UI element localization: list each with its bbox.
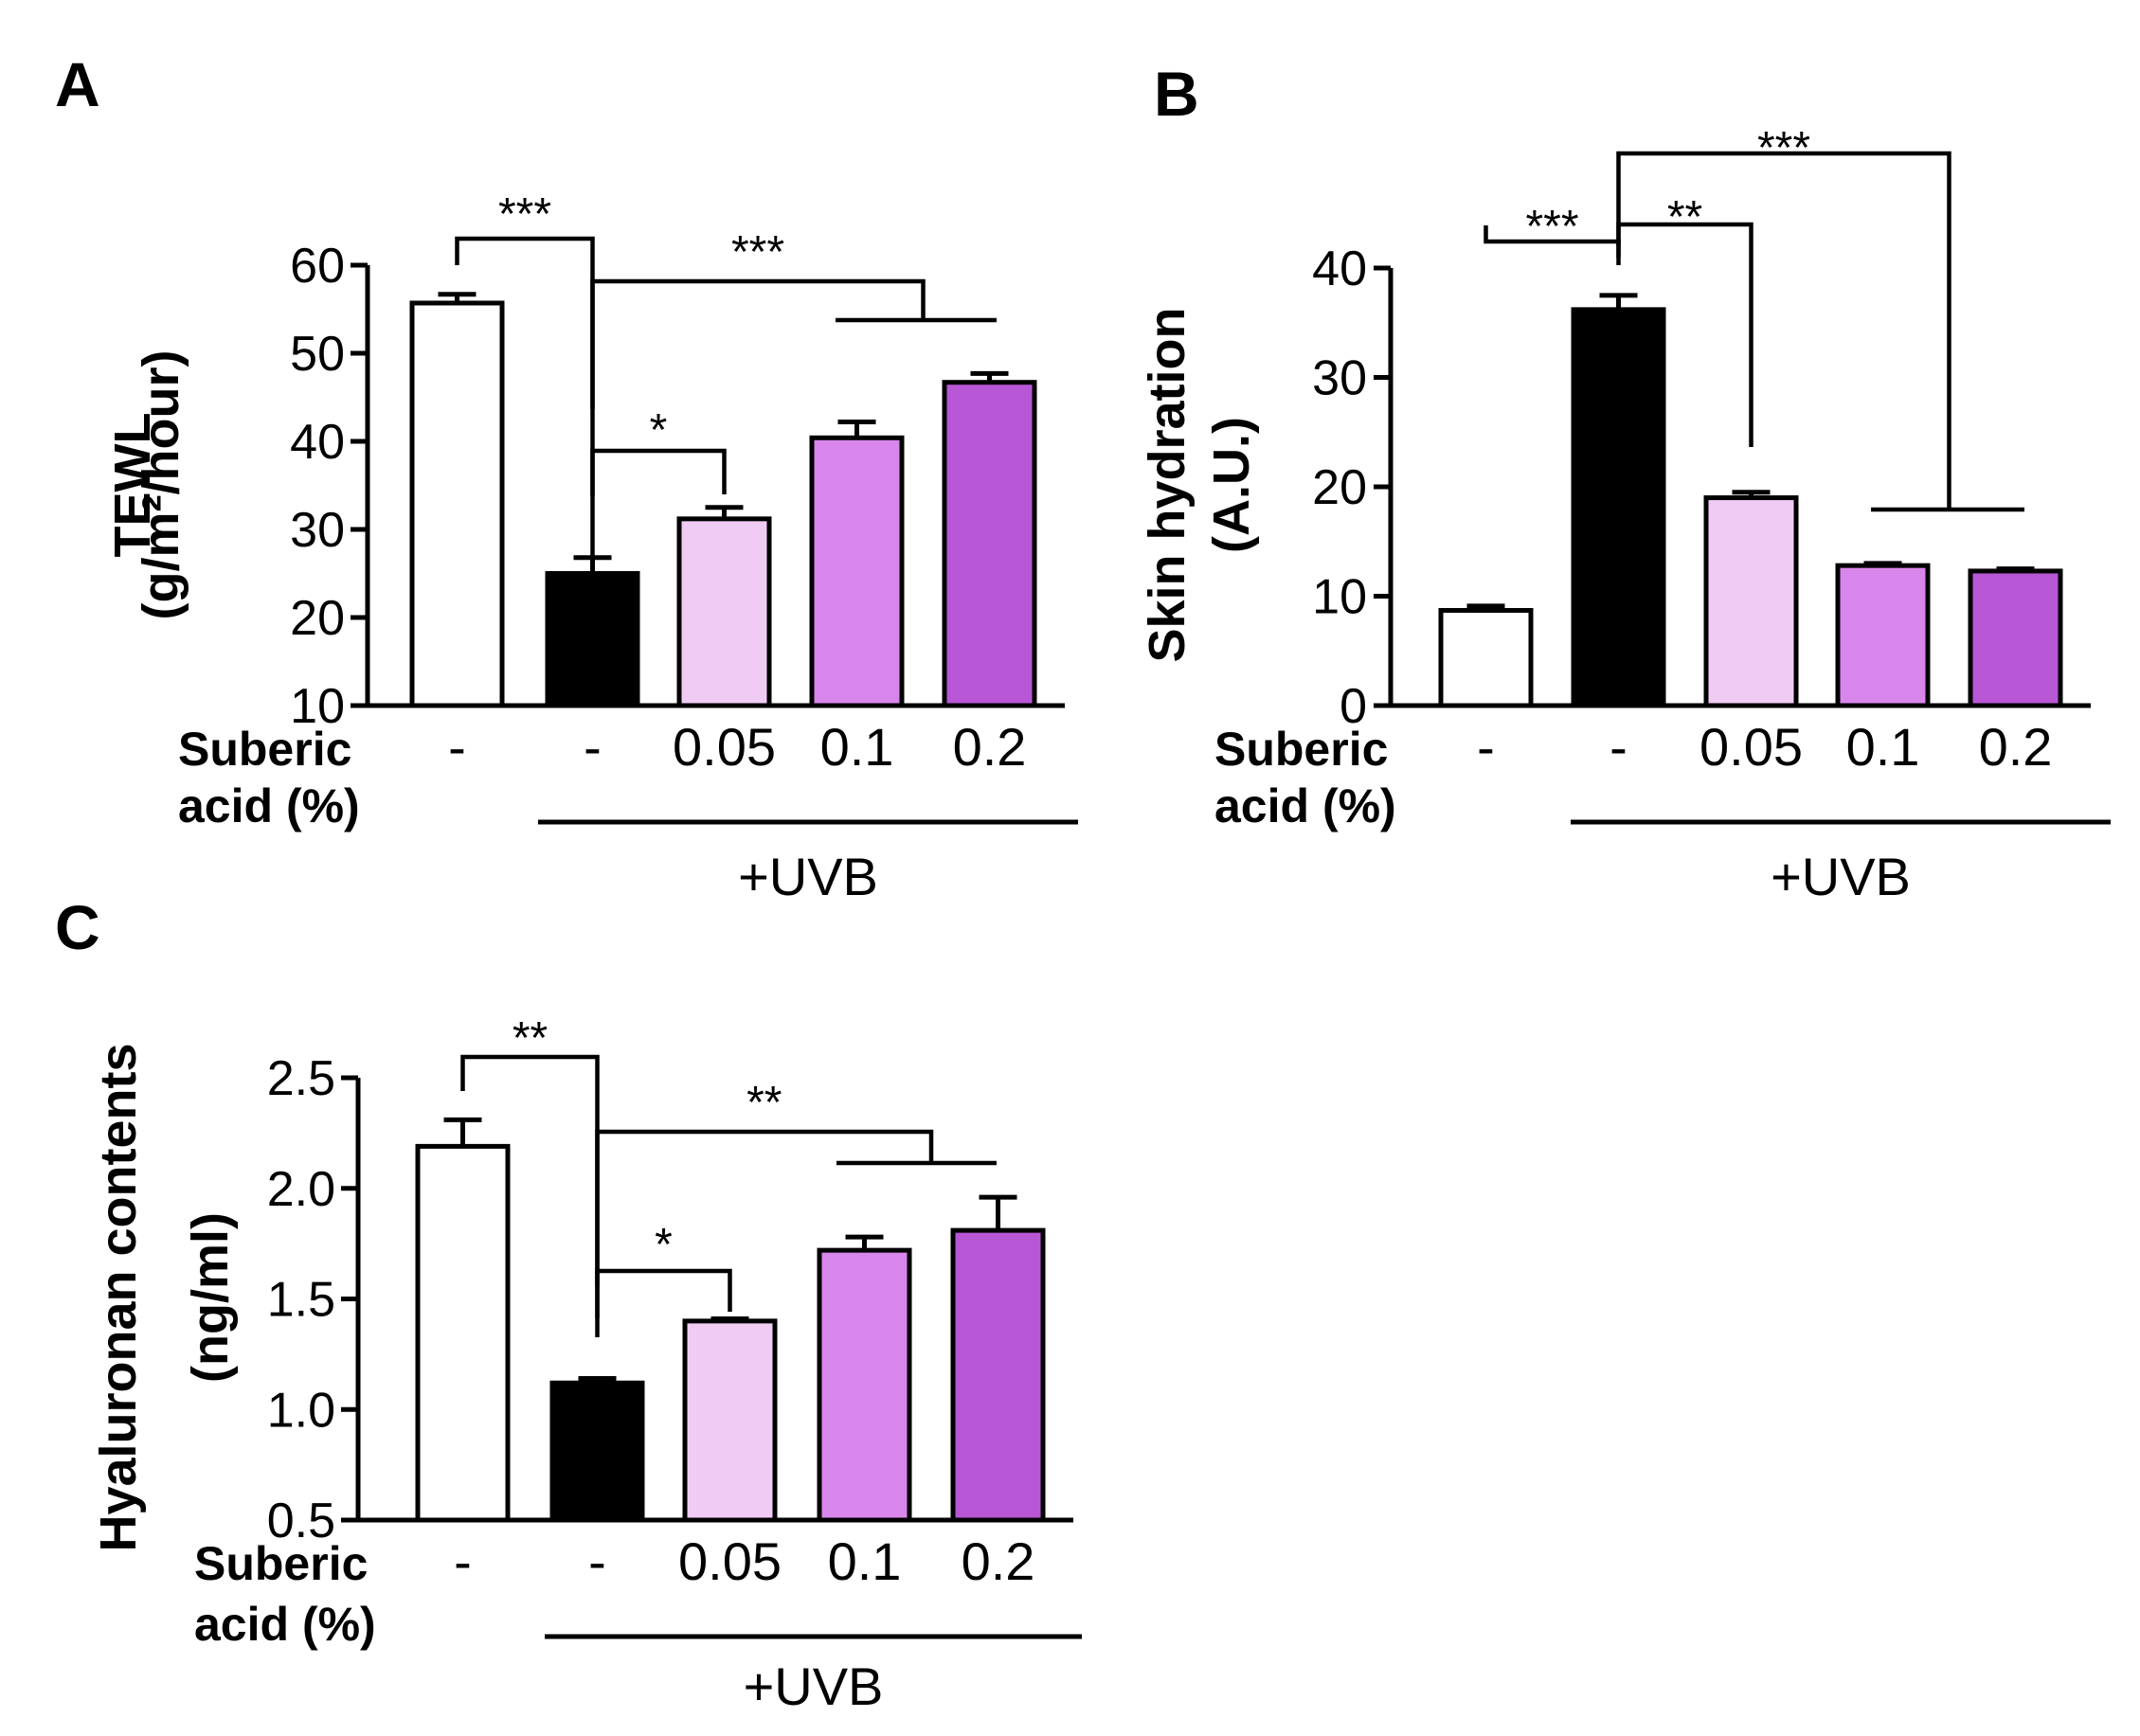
significance-label: ** <box>746 1078 782 1128</box>
y-tick-label: 20 <box>290 591 345 646</box>
y-tick-label: 1.5 <box>267 1273 335 1328</box>
x-tick-label: - <box>588 1531 606 1591</box>
y-tick-label: 2.5 <box>267 1051 335 1106</box>
x-tick-label: - <box>1477 717 1495 777</box>
y-tick-label: 60 <box>290 239 345 294</box>
significance-label: ** <box>1667 192 1702 242</box>
group-label: +UVB <box>744 1656 884 1716</box>
x-tick-label: 0.1 <box>820 717 894 777</box>
y-tick-label: 30 <box>290 503 345 558</box>
significance-bracket <box>590 278 926 409</box>
row-label: acid (%) <box>1214 779 1396 832</box>
x-tick-label: 0.2 <box>953 717 1027 777</box>
x-tick-label: 0.05 <box>673 717 776 777</box>
bar <box>1835 563 1931 708</box>
row-label: acid (%) <box>178 779 360 832</box>
panel-label: A <box>55 49 100 119</box>
y-axis-label: Hyaluronan contents <box>90 1043 147 1551</box>
y-tick-label: 10 <box>1312 570 1367 625</box>
row-label: Suberic <box>178 723 351 776</box>
group-label: +UVB <box>1771 847 1911 906</box>
significance-bracket <box>595 1268 732 1318</box>
bar <box>817 1247 912 1523</box>
panel-label: C <box>55 892 100 962</box>
x-tick-label: - <box>584 717 602 777</box>
significance-label: * <box>655 1220 673 1270</box>
y-tick-label: 40 <box>1312 242 1367 296</box>
significance-bracket <box>1616 151 1951 510</box>
bar <box>1438 608 1534 708</box>
bar <box>809 435 905 708</box>
bar <box>682 1318 778 1523</box>
y-tick-label: 50 <box>290 327 345 382</box>
significance-label: ** <box>513 1013 548 1064</box>
y-axis-label: Skin hydration <box>1139 307 1196 662</box>
y-tick-label: 2.0 <box>267 1162 335 1217</box>
y-axis-label: (A.U.) <box>1203 417 1260 553</box>
significance-label: *** <box>1525 202 1578 252</box>
bar <box>1968 568 2063 708</box>
panel-b: B 0 10 20 30 40 Skin hydration (A.U.) - - 0.05 0.1 0… <box>1139 59 2111 906</box>
significance-label: *** <box>1757 123 1810 173</box>
group-label: +UVB <box>738 847 878 906</box>
bar <box>676 516 772 708</box>
y-tick-label: 0 <box>1340 679 1367 734</box>
bar <box>409 300 505 708</box>
panel-c: C 0.5 1.0 1.5 2.0 2.5 Hyaluronan contents (ng/m… <box>55 892 1082 1716</box>
y-tick-label: 40 <box>290 415 345 470</box>
significance-bracket <box>590 448 727 496</box>
y-tick-label: 30 <box>1312 351 1367 406</box>
y-tick-label: 1.0 <box>267 1383 335 1438</box>
x-tick-label: 0.1 <box>1846 717 1920 777</box>
x-tick-label: 0.2 <box>1979 717 2053 777</box>
x-tick-label: - <box>1609 717 1627 777</box>
y-axis-label: (ng/ml) <box>182 1212 239 1383</box>
y-tick-label: 0.5 <box>267 1494 335 1548</box>
x-tick-label: 0.1 <box>828 1531 902 1591</box>
significance-label: * <box>650 405 668 456</box>
bar <box>942 380 1037 708</box>
x-tick-label: 0.2 <box>962 1531 1035 1591</box>
row-label: Suberic <box>194 1537 368 1590</box>
significance-label: *** <box>498 189 551 240</box>
significance-bracket <box>595 1129 934 1286</box>
bar <box>1703 495 1799 708</box>
y-tick-label: 20 <box>1312 460 1367 515</box>
y-axis-label: (g/m²/hour) <box>133 350 189 620</box>
bar <box>415 1143 511 1523</box>
x-tick-label: 0.05 <box>678 1531 782 1591</box>
x-tick-label: 0.05 <box>1699 717 1803 777</box>
bar <box>950 1227 1046 1523</box>
panel-label: B <box>1154 59 1199 129</box>
y-tick-label: 10 <box>290 679 345 734</box>
row-label: Suberic <box>1214 723 1388 776</box>
x-tick-label: - <box>448 717 466 777</box>
bar <box>549 1380 645 1523</box>
row-label: acid (%) <box>194 1598 376 1651</box>
x-tick-label: - <box>454 1531 472 1591</box>
y-axis-label: TEWL <box>104 413 161 558</box>
panel-a: A 10 20 30 40 50 60 TEWL(g/m²/hour) - - 0.05 0.1 0.2… <box>55 49 1078 906</box>
significance-label: *** <box>731 227 784 277</box>
bar <box>1571 307 1666 708</box>
